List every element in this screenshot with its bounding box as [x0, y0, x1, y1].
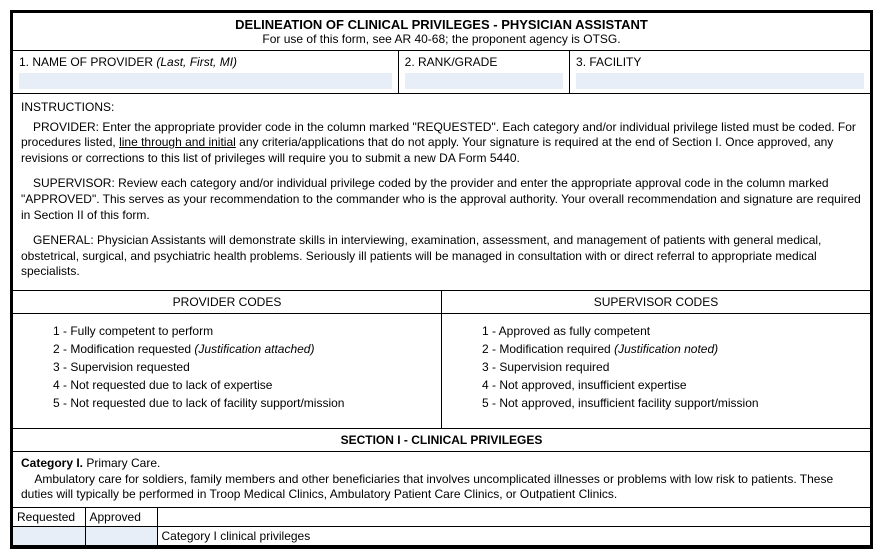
scode-2: 2 - Modification required (Justification… — [482, 342, 862, 356]
supervisor-codes-col: SUPERVISOR CODES 1 - Approved as fully c… — [442, 291, 870, 428]
requested-cell[interactable] — [13, 526, 85, 545]
col-requested: Requested — [13, 508, 85, 527]
col-approved: Approved — [85, 508, 157, 527]
cat1-name: Primary Care. — [83, 456, 160, 470]
provider-codes-col: PROVIDER CODES 1 - Fully competent to pe… — [13, 291, 442, 428]
provider-codes-body: 1 - Fully competent to perform 2 - Modif… — [13, 314, 441, 428]
facility-label: 3. FACILITY — [576, 55, 864, 69]
pcode-3: 3 - Supervision requested — [53, 360, 433, 374]
cat1-title: Category I. — [21, 456, 83, 470]
scode-5: 5 - Not approved, insufficient facility … — [482, 396, 862, 410]
category1-block: Category I. Primary Care. Ambulatory car… — [13, 452, 870, 508]
form-title: DELINEATION OF CLINICAL PRIVILEGES - PHY… — [13, 13, 870, 32]
rank-input[interactable] — [405, 73, 563, 89]
col-desc — [157, 508, 870, 527]
supervisor-codes-body: 1 - Approved as fully competent 2 - Modi… — [442, 314, 870, 428]
instructions-heading: INSTRUCTIONS: — [21, 100, 862, 116]
table-row: Category I clinical privileges — [13, 526, 870, 545]
scode-2b: (Justification noted) — [614, 342, 718, 356]
pcode-4: 4 - Not requested due to lack of experti… — [53, 378, 433, 392]
form-subtitle: For use of this form, see AR 40-68; the … — [13, 32, 870, 51]
field-rank: 2. RANK/GRADE — [399, 51, 570, 93]
instruction-supervisor: SUPERVISOR: Review each category and/or … — [21, 176, 862, 223]
facility-input[interactable] — [576, 73, 864, 89]
pcode-2: 2 - Modification requested (Justificatio… — [53, 342, 433, 356]
approved-cell[interactable] — [85, 526, 157, 545]
field-name: 1. NAME OF PROVIDER (Last, First, MI) — [13, 51, 399, 93]
privilege-label: Category I clinical privileges — [157, 526, 870, 545]
name-label-text: 1. NAME OF PROVIDER — [19, 55, 156, 69]
provider-underlined: line through and initial — [119, 135, 236, 149]
privilege-header-row: Requested Approved — [13, 508, 870, 527]
supervisor-codes-head: SUPERVISOR CODES — [442, 291, 870, 314]
name-label: 1. NAME OF PROVIDER (Last, First, MI) — [19, 55, 392, 69]
instruction-provider: PROVIDER: Enter the appropriate provider… — [21, 120, 862, 167]
scode-1: 1 - Approved as fully competent — [482, 324, 862, 338]
section1-heading: SECTION I - CLINICAL PRIVILEGES — [13, 429, 870, 452]
name-hint: (Last, First, MI) — [156, 55, 237, 69]
cat1-desc: Ambulatory care for soldiers, family mem… — [21, 472, 836, 502]
privilege-table: Requested Approved Category I clinical p… — [13, 508, 870, 546]
form-container: DELINEATION OF CLINICAL PRIVILEGES - PHY… — [10, 10, 873, 549]
scode-2a: 2 - Modification required — [482, 342, 614, 356]
name-input[interactable] — [19, 73, 392, 89]
scode-3: 3 - Supervision required — [482, 360, 862, 374]
pcode-1: 1 - Fully competent to perform — [53, 324, 433, 338]
top-fields-row: 1. NAME OF PROVIDER (Last, First, MI) 2.… — [13, 51, 870, 94]
pcode-5: 5 - Not requested due to lack of facilit… — [53, 396, 433, 410]
pcode-2a: 2 - Modification requested — [53, 342, 194, 356]
instruction-general: GENERAL: Physician Assistants will demon… — [21, 233, 862, 280]
instructions-block: INSTRUCTIONS: PROVIDER: Enter the approp… — [13, 94, 870, 291]
provider-codes-head: PROVIDER CODES — [13, 291, 441, 314]
codes-row: PROVIDER CODES 1 - Fully competent to pe… — [13, 291, 870, 429]
pcode-2b: (Justification attached) — [194, 342, 314, 356]
scode-4: 4 - Not approved, insufficient expertise — [482, 378, 862, 392]
field-facility: 3. FACILITY — [570, 51, 870, 93]
rank-label: 2. RANK/GRADE — [405, 55, 563, 69]
